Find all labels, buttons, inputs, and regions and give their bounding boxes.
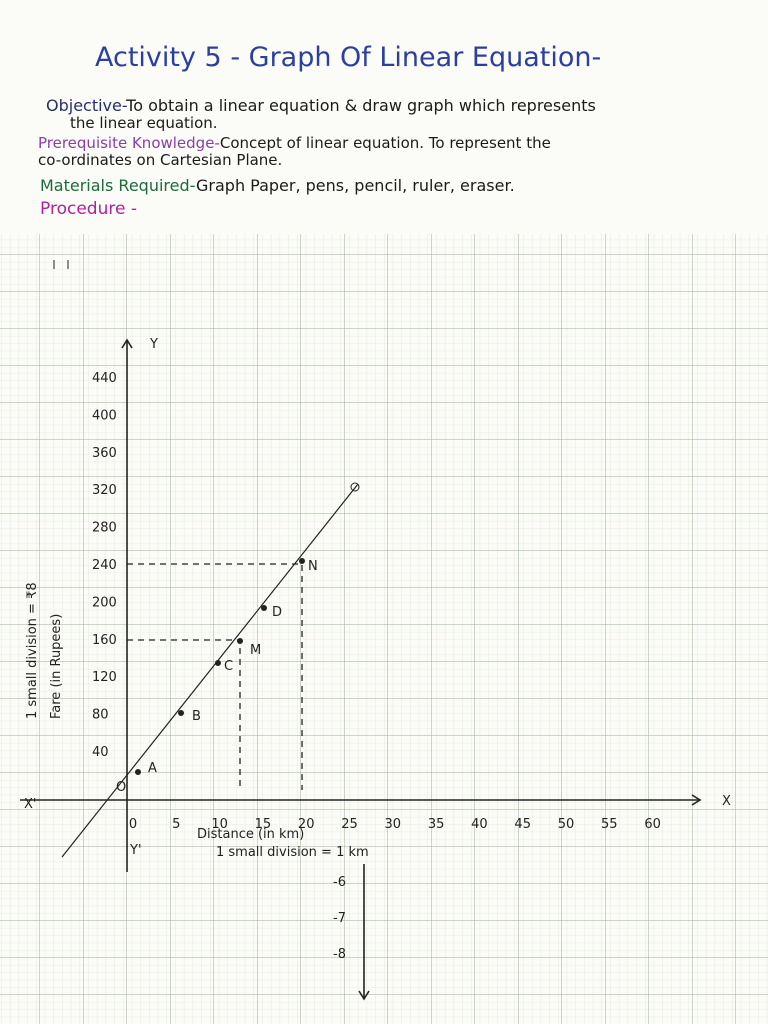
neg-y-label: -7 — [333, 911, 346, 926]
prerequisite: Prerequisite Knowledge-Concept of linear… — [38, 134, 551, 152]
y-tick-label: 120 — [92, 670, 117, 685]
x-tick-label: 35 — [428, 817, 445, 832]
materials: Materials Required-Graph Paper, pens, pe… — [40, 176, 515, 195]
neg-y-label: -8 — [333, 947, 346, 962]
axes — [20, 260, 702, 1001]
point-label: M — [250, 643, 261, 658]
point-label: O — [116, 780, 126, 795]
points — [135, 482, 360, 775]
x-tick-label: 20 — [298, 817, 315, 832]
title: Activity 5 - Graph Of Linear Equation- — [95, 42, 602, 73]
axis-name: X — [722, 794, 731, 809]
y-tick-label: 280 — [92, 521, 117, 536]
point-label: C — [224, 659, 233, 674]
x-tick-label: 10 — [211, 817, 228, 832]
x-scale: 1 small division = 1 km — [216, 845, 369, 860]
point-label: B — [192, 709, 201, 724]
y-scale: 1 small division = ₹8 — [25, 582, 40, 719]
objective-label: Objective- — [46, 96, 127, 115]
x-tick-label: 0 — [129, 817, 137, 832]
y-tick-label: 440 — [92, 371, 117, 386]
prerequisite-continued: co-ordinates on Cartesian Plane. — [38, 151, 283, 169]
objective-text: To obtain a linear equation & draw graph… — [126, 96, 596, 115]
materials-text: Graph Paper, pens, pencil, ruler, eraser… — [196, 176, 515, 195]
x-tick-label: 25 — [341, 817, 358, 832]
x-tick-label: 40 — [471, 817, 488, 832]
y-tick-label: 200 — [92, 595, 117, 610]
neg-y-label: -6 — [333, 875, 346, 890]
prerequisite-label: Prerequisite Knowledge- — [38, 134, 220, 152]
point-label: N — [308, 559, 318, 574]
x-tick-label: 60 — [644, 817, 661, 832]
x-tick-label: 5 — [172, 817, 180, 832]
point-label: A — [148, 761, 157, 776]
x-tick-label: 15 — [255, 817, 272, 832]
x-tick-label: 50 — [558, 817, 575, 832]
x-tick-label: 55 — [601, 817, 618, 832]
y-axis-label: Fare (in Rupees) — [49, 614, 64, 719]
axis-name: Y — [149, 337, 158, 352]
y-tick-label: 360 — [92, 446, 117, 461]
y-tick-label: 320 — [92, 483, 117, 498]
graph-paper — [0, 234, 768, 1024]
graph: 0 5 10 15 20 25 30 35 40 45 50 55 60 40 80 120 160 200 240… — [0, 234, 768, 1024]
prerequisite-text: Concept of linear equation. To represent… — [219, 134, 551, 152]
x-tick-label: 30 — [385, 817, 402, 832]
point-label: D — [272, 605, 282, 620]
y-tick-label: 400 — [92, 408, 117, 423]
x-axis-label: Distance (in km) — [197, 827, 304, 842]
axis-name: Y' — [129, 843, 142, 858]
axis-name: X' — [24, 797, 36, 812]
objective: Objective-To obtain a linear equation & … — [46, 96, 596, 115]
y-tick-label: 80 — [92, 708, 109, 723]
x-tick-label: 45 — [514, 817, 531, 832]
y-tick-label: 240 — [92, 558, 117, 573]
procedure: Procedure - — [40, 199, 137, 219]
materials-label: Materials Required- — [40, 176, 196, 195]
y-tick-label: 40 — [92, 745, 109, 760]
objective-continued: the linear equation. — [70, 114, 218, 132]
y-tick-label: 160 — [92, 633, 117, 648]
